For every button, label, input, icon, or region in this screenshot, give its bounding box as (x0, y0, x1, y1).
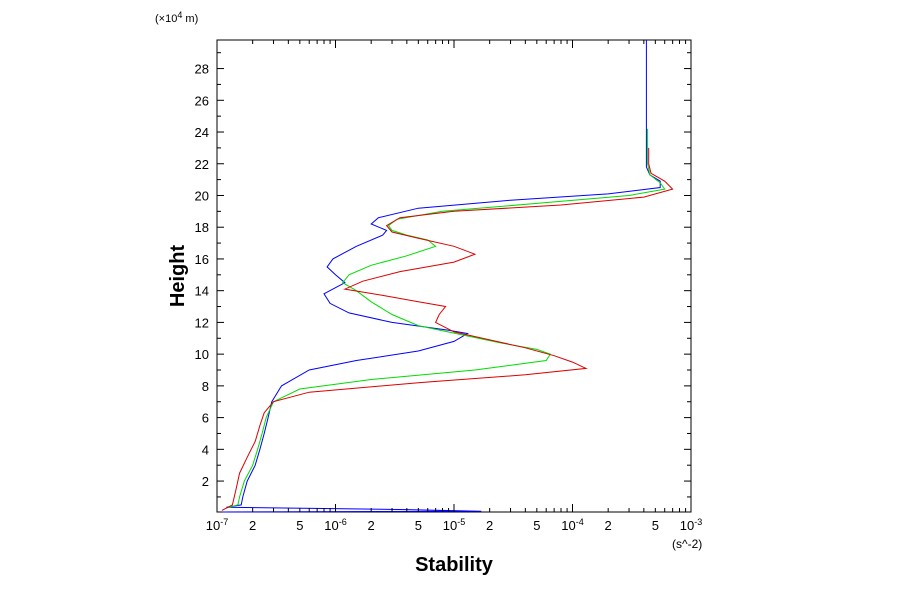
x-tick-label: 5 (533, 518, 540, 533)
y-tick-label: 2 (202, 474, 209, 489)
series-line-2 (221, 147, 674, 511)
y-tick-label: 12 (195, 315, 209, 330)
y-tick-label: 4 (202, 442, 209, 457)
y-tick-label: 10 (195, 347, 209, 362)
x-tick-label: 5 (415, 518, 422, 533)
x-tick-label: 2 (368, 518, 375, 533)
x-tick-label: 10-6 (324, 517, 346, 533)
y-tick-label: 14 (195, 284, 209, 299)
x-tick-label: 5 (296, 518, 303, 533)
plot-frame (216, 39, 692, 513)
x-tick-label: 10-4 (561, 517, 583, 533)
y-tick-label: 28 (195, 62, 209, 77)
y-tick-label: 24 (195, 125, 209, 140)
plot-area (216, 39, 692, 513)
y-tick-label: 8 (202, 379, 209, 394)
x-tick-label: 10-3 (680, 517, 702, 533)
x-axis-title: Stability (415, 554, 494, 576)
y-tick-label: 26 (195, 93, 209, 108)
y-tick-label: 22 (195, 157, 209, 172)
x-unit-label: (s^-2) (672, 537, 702, 551)
series-group (221, 40, 674, 513)
y-tick-label: 18 (195, 220, 209, 235)
y-axis-title: Height (167, 245, 189, 308)
y-tick-label: 6 (202, 411, 209, 426)
x-tick-label: 10-5 (443, 517, 465, 533)
series-line-1 (226, 128, 666, 509)
y-tick-label: 20 (195, 188, 209, 203)
x-tick-label: 2 (486, 518, 493, 533)
x-tick-labels: 10-7 2 5 10-6 2 5 10-5 2 5 10-4 2 5 10-3 (206, 517, 702, 533)
x-tick-label: 10-7 (206, 517, 228, 533)
x-tick-label: 2 (249, 518, 256, 533)
y-unit-label: (×104 m) (155, 10, 198, 25)
y-tick-label: 16 (195, 252, 209, 267)
ticks-group (216, 40, 691, 512)
series-line-0 (221, 40, 661, 513)
x-tick-label: 5 (652, 518, 659, 533)
x-tick-label: 2 (605, 518, 612, 533)
